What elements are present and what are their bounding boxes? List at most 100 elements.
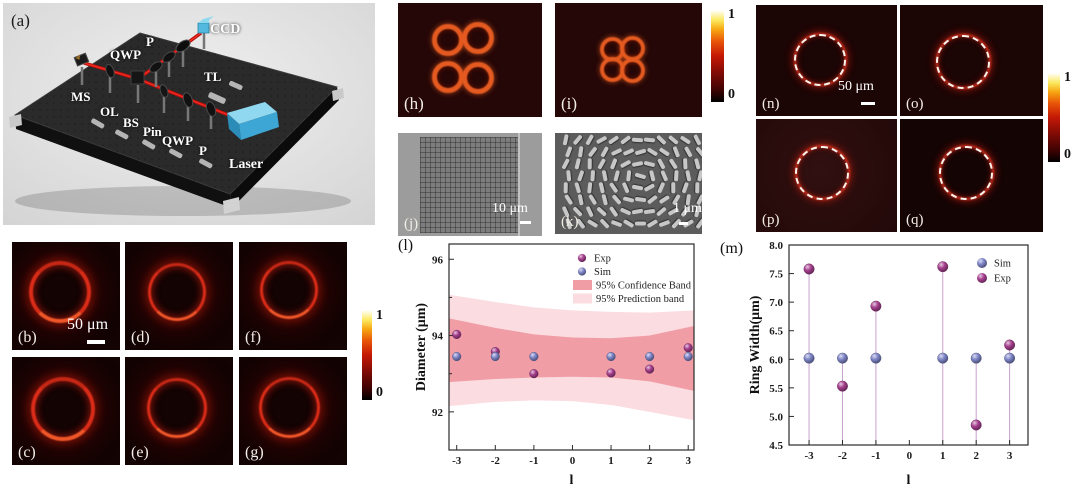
nanorod [596, 206, 607, 217]
panel-label-d: (d) [131, 329, 150, 346]
nanorod [562, 134, 569, 146]
panel-label-o: (o) [906, 96, 924, 112]
panel-label-g: (g) [245, 444, 264, 461]
panel-chart-diameter: (l) -3 -2 -1 0 1 2 3 92 94 96 l Diameter (μm) Exp Sim… [398, 237, 700, 489]
nanorod [563, 182, 568, 194]
component-label-laser: Laser [229, 157, 264, 172]
y-tick-label: 5.0 [769, 411, 783, 423]
component-label-qwp-bottom: QWP [162, 133, 194, 148]
legend-marker [577, 253, 587, 263]
nanorod [607, 135, 620, 145]
data-point-exp [529, 369, 539, 379]
nanorod [643, 160, 656, 167]
metasurface-sem-region [420, 137, 518, 233]
y-tick-label: 4.5 [769, 440, 783, 452]
nanorod [619, 159, 632, 168]
scale-bar [679, 222, 688, 225]
component-label-ol: OL [100, 104, 119, 119]
nanorod [574, 181, 581, 194]
x-tick-label: -2 [838, 450, 848, 462]
nanorod [572, 134, 583, 146]
panel-label-i: (i) [561, 94, 578, 113]
panel-label-h: (h) [404, 94, 424, 113]
qwp-optic [182, 92, 194, 108]
nanorod [693, 134, 702, 146]
panel-ring-o: (o) [900, 5, 1043, 116]
nanorod [620, 135, 631, 145]
nanorod [695, 146, 702, 158]
y-tick-label: 5.5 [769, 383, 783, 395]
optics [73, 39, 217, 117]
data-point-sim [683, 351, 693, 362]
x-tick-label: -1 [871, 450, 880, 462]
nanorod [634, 172, 647, 179]
sem-stripe [518, 133, 520, 236]
y-tick-label: 8.0 [769, 240, 783, 252]
legend-label: Sim [594, 267, 611, 278]
y-tick-label: 7.5 [769, 269, 783, 281]
legend-swatch [573, 293, 592, 304]
panel-label-e: (e) [131, 444, 149, 461]
nanorod [685, 170, 692, 182]
scale-bar [87, 340, 105, 344]
nanorod [611, 194, 622, 206]
data-point-sim [452, 351, 462, 362]
nanorod [587, 182, 592, 194]
panel-sem-j: 10 μm (j) [398, 133, 542, 236]
legend-swatch [573, 280, 592, 290]
breadboard-holes [15, 33, 337, 194]
component-label-ms: MS [71, 89, 91, 104]
data-point-exp [870, 300, 882, 312]
nanorod [585, 134, 594, 146]
nanorod [631, 208, 644, 215]
nanorod [669, 158, 678, 170]
nanorod [564, 145, 573, 158]
nanorod [622, 219, 635, 229]
nanorod [668, 134, 679, 145]
optical-setup-illustration [3, 3, 375, 225]
panel-ring-e: (e) [125, 357, 233, 465]
data-point-exp [452, 329, 462, 339]
focal-ring [432, 61, 464, 93]
nanorod [697, 169, 702, 182]
panel-label-p: (p) [762, 212, 780, 228]
nanorod [595, 135, 608, 144]
nanorod [577, 146, 584, 158]
dashed-circle-fit [794, 34, 846, 86]
nanorod [577, 169, 584, 182]
ring-beam [31, 377, 95, 441]
nanorod [647, 194, 658, 205]
colorbar-bg-panels [362, 310, 372, 400]
scale-bar [520, 221, 531, 224]
nanorod [658, 195, 671, 205]
nanorod [635, 222, 646, 226]
data-point-sim [1004, 352, 1016, 364]
colorbar-min-label: 0 [1064, 147, 1071, 162]
beamsplitter-cube [130, 70, 145, 85]
y-tick-label: 96 [432, 254, 444, 266]
nanorod [610, 147, 623, 156]
nanorod [631, 185, 644, 191]
panel-label-a: (a) [11, 11, 30, 30]
nanorod [684, 146, 693, 158]
scale-bar-text: 50 μm [67, 316, 109, 333]
nanorod [658, 220, 671, 228]
laser-box [227, 102, 279, 140]
panel-label-b: (b) [18, 329, 37, 346]
panel-ring-f: (f) [239, 242, 347, 350]
plot-frame [788, 244, 1029, 446]
nanorod [621, 182, 630, 194]
panel-ring-d: (d) [125, 242, 233, 350]
panel-spots-h: (h) [398, 3, 542, 117]
dashed-circle-fit [936, 35, 990, 89]
colorbar-hi-panels [711, 10, 724, 102]
nanorod [671, 182, 676, 194]
nanorod [656, 134, 667, 145]
panel-label-m: (m) [720, 240, 744, 257]
panel-ring-p: (p) [756, 119, 897, 232]
colorbar-min-label: 0 [376, 385, 383, 400]
table-shadow [15, 186, 351, 216]
data-point-exp [1004, 339, 1016, 351]
data-point-sim [490, 351, 500, 362]
x-tick-label: 2 [647, 455, 653, 467]
